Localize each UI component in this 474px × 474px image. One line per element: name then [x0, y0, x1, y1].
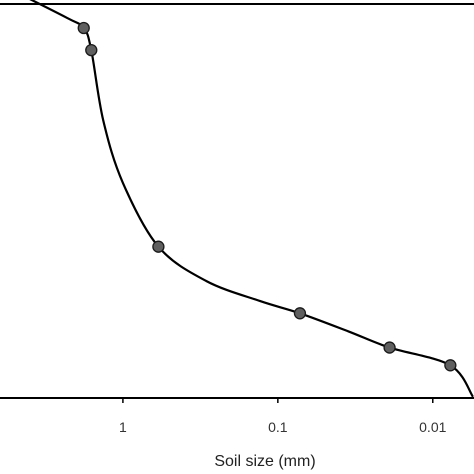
x-tick-label: 0.1	[268, 419, 288, 435]
data-point	[293, 307, 307, 320]
data-point	[444, 359, 457, 372]
series-layer	[29, 0, 474, 398]
data-point	[383, 341, 396, 354]
data-point	[77, 21, 90, 35]
x-tick-label: 1	[119, 419, 127, 435]
data-point	[85, 43, 98, 57]
markers-layer	[77, 21, 457, 372]
x-axis-label: Soil size (mm)	[214, 453, 315, 470]
series-line	[29, 0, 474, 398]
x-tick-label: 0.01	[419, 419, 446, 435]
x-axis-ticks: 1 0.1 0.01	[119, 398, 447, 435]
data-point	[152, 240, 165, 253]
plot-frame	[0, 3, 474, 399]
